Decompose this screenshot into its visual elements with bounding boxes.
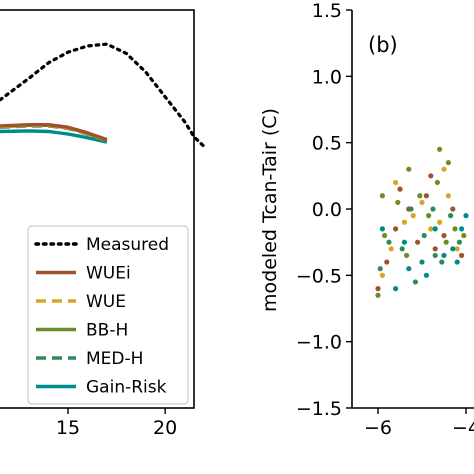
scatter-point-med-h	[408, 206, 414, 212]
scatter-point-wuei	[384, 259, 390, 265]
legend-label-measured: Measured	[86, 235, 169, 255]
panel-b-y-tick-label: 0.0	[312, 199, 342, 221]
scatter-point-gain-risk	[379, 226, 385, 232]
panel-b-points-layer	[375, 146, 469, 298]
scatter-point-bb-h	[395, 199, 401, 205]
scatter-point-wuei	[459, 252, 465, 259]
panel-b-y-tick-label: 0.5	[312, 133, 342, 155]
scatter-point-gain-risk	[459, 226, 465, 232]
panel-a-series-layer	[0, 42, 206, 148]
scatter-point-bb-h	[375, 292, 381, 298]
series-line-wuei	[0, 122, 108, 142]
scatter-point-med-h	[432, 252, 438, 259]
scatter-point-gain-risk	[419, 259, 425, 265]
panel-b-y-ticks: −1.5 −1.0 −0.5 0.0 0.5 1.0 1.5	[296, 0, 352, 420]
scatter-point-wue	[419, 199, 425, 205]
scatter-point-wuei	[423, 193, 429, 199]
scatter-point-bb-h	[426, 213, 432, 219]
panel-b-label: (b)	[368, 33, 398, 57]
panel-b-x-tick-label: −6	[364, 417, 392, 439]
scatter-point-wue	[428, 226, 434, 232]
scatter-point-bb-h	[443, 239, 449, 245]
scatter-point-med-h	[421, 232, 427, 239]
scatter-point-bb-h	[452, 226, 458, 232]
panel-b-scatter-chart: −1.5 −1.0 −0.5 0.0 0.5 1.0 1.5 −6 −4 (b) modele…	[259, 0, 474, 439]
scatter-point-wuei	[450, 206, 456, 212]
scatter-point-bb-h	[406, 166, 412, 172]
scatter-point-gain-risk	[441, 252, 447, 259]
scatter-point-wuei	[415, 239, 421, 245]
scatter-point-med-h	[412, 279, 418, 285]
legend-label-bb-h: BB-H	[86, 321, 128, 341]
panel-a-legend: Measured WUEi WUE BB-H MED-H Gain-Risk	[27, 225, 189, 405]
scatter-point-bb-h	[437, 146, 443, 152]
scatter-point-bb-h	[404, 252, 410, 259]
scatter-point-med-h	[448, 213, 454, 219]
scatter-point-wuei	[375, 286, 381, 292]
scatter-point-wue	[388, 246, 394, 252]
scatter-point-wuei	[428, 173, 434, 179]
scatter-point-bb-h	[461, 232, 467, 239]
panel-b-x-tick-label: −4	[452, 417, 474, 439]
scatter-point-gain-risk	[432, 226, 438, 232]
scatter-point-gain-risk	[454, 259, 460, 265]
legend-label-wue: WUE	[86, 292, 126, 312]
panel-a-x-tick-label: 20	[153, 417, 177, 439]
scatter-point-bb-h	[417, 193, 423, 199]
scatter-point-med-h	[439, 259, 445, 265]
scatter-point-wuei	[432, 246, 438, 252]
scatter-point-wue	[437, 219, 443, 225]
scatter-point-bb-h	[379, 193, 385, 199]
scatter-point-wue	[401, 219, 407, 225]
panel-b-y-axis-label: modeled Tcan-Tair (C)	[259, 108, 281, 312]
scatter-point-gain-risk	[463, 213, 469, 219]
panel-b-y-tick-label: −1.5	[296, 398, 342, 420]
panel-a-axes-frame	[0, 9, 195, 409]
scatter-point-wue	[393, 179, 399, 186]
scatter-point-wue	[379, 272, 385, 278]
scatter-point-gain-risk	[393, 286, 399, 292]
series-line-measured	[0, 42, 206, 148]
panel-b-x-ticks: −6 −4	[364, 408, 474, 439]
scatter-point-wuei	[393, 226, 399, 232]
series-line-gain-risk	[0, 129, 108, 144]
legend-label-med-h: MED-H	[86, 349, 143, 369]
scatter-point-bb-h	[434, 179, 440, 186]
scatter-point-gain-risk	[450, 246, 456, 252]
panel-a-x-tick-label: 15	[56, 417, 80, 439]
scatter-point-wue	[445, 193, 451, 199]
scatter-point-bb-h	[445, 159, 451, 166]
scatter-point-med-h	[399, 246, 405, 252]
legend-label-gain-risk: Gain-Risk	[86, 378, 167, 398]
scatter-point-med-h	[456, 239, 462, 245]
legend-label-wuei: WUEi	[86, 264, 131, 284]
scatter-point-wue	[454, 246, 460, 252]
scatter-point-gain-risk	[423, 272, 429, 278]
panel-b-y-tick-label: −0.5	[296, 265, 342, 287]
scatter-point-wue	[441, 166, 447, 172]
panel-b-y-tick-label: 1.0	[312, 66, 342, 88]
scatter-point-med-h	[386, 239, 392, 245]
scatter-point-gain-risk	[406, 266, 412, 272]
scatter-point-wuei	[441, 232, 447, 239]
panel-b-y-tick-label: −1.0	[296, 332, 342, 354]
panel-b-y-tick-label: 1.5	[312, 0, 342, 22]
scatter-point-wuei	[397, 186, 403, 192]
scatter-point-wue	[410, 213, 416, 219]
scatter-point-bb-h	[382, 232, 388, 239]
scatter-point-med-h	[430, 206, 436, 212]
scatter-point-gain-risk	[401, 239, 407, 245]
panel-a-x-ticks: 15 20	[56, 408, 177, 439]
scatter-point-med-h	[377, 266, 383, 272]
